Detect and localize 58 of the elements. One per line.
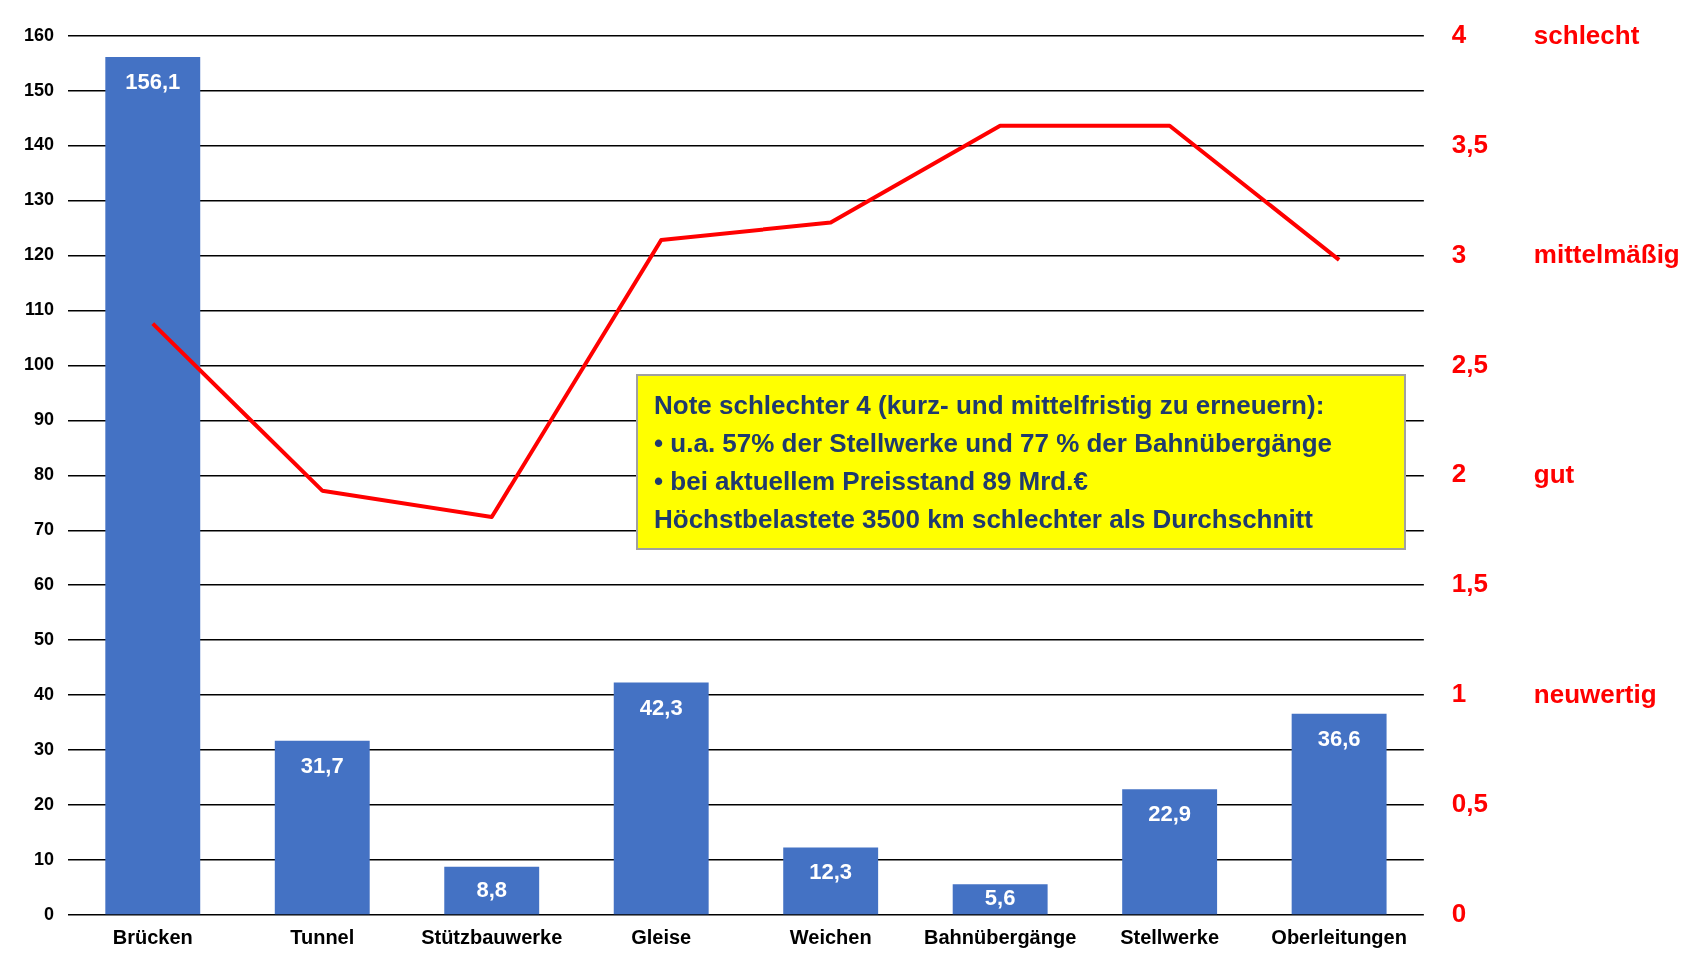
y-tick-label: 160	[23, 24, 55, 45]
y-tick-label: 80	[34, 464, 55, 485]
annotation: Höchstbelastete 3500 km schlechter als Durchschnitt	[654, 503, 1314, 536]
x-tick-label: Gleise	[631, 925, 692, 948]
y-tick-label: 140	[23, 134, 55, 155]
y2-tick-label: 2,5	[1451, 348, 1489, 379]
x-tick-label: Brücken	[112, 925, 193, 948]
data-label: 156,1	[125, 69, 181, 95]
text: schlecht	[1533, 19, 1640, 51]
text: gut	[1533, 459, 1575, 491]
y-tick-label: 70	[34, 519, 55, 540]
y2-tick-label: 0	[1451, 898, 1467, 929]
y2-tick-label: 1	[1451, 678, 1467, 709]
data-label: 22,9	[1148, 801, 1192, 827]
y-tick-label: 100	[23, 354, 55, 375]
y-tick-label: 0	[44, 903, 55, 924]
y2-tick-label: 4	[1451, 18, 1467, 49]
y-tick-label: 110	[24, 299, 55, 320]
x-tick-label: Bahnübergänge	[924, 925, 1077, 948]
y-tick-label: 50	[34, 629, 55, 650]
bar	[613, 682, 709, 915]
annotation: • bei aktuellem Preisstand 89 Mrd.€	[654, 465, 1089, 498]
data-label: 12,3	[809, 859, 853, 885]
bar	[274, 740, 370, 915]
y-tick-label: 120	[23, 244, 55, 265]
text: neuwertig	[1533, 679, 1657, 711]
x-tick-label: Weichen	[789, 925, 872, 948]
data-label: 31,7	[300, 752, 344, 778]
y2-tick-label: 3,5	[1451, 128, 1489, 159]
data-label: 8,8	[476, 876, 508, 902]
y2-tick-label: 0,5	[1451, 788, 1489, 819]
y-tick-label: 20	[34, 794, 55, 815]
bar	[952, 884, 1048, 915]
y-tick-label: 60	[34, 574, 55, 595]
bar	[783, 847, 879, 915]
x-tick-label: Tunnel	[290, 925, 355, 948]
bar	[1291, 713, 1387, 915]
y2-tick-label: 3	[1451, 238, 1467, 269]
y-tick-label: 90	[34, 409, 55, 430]
y2-tick-label: 1,5	[1451, 568, 1489, 599]
y-tick-label: 40	[34, 684, 55, 705]
data-label: 5,6	[984, 885, 1016, 911]
bar	[1122, 789, 1218, 915]
y-tick-label: 130	[23, 189, 55, 210]
bar	[444, 866, 540, 915]
bar	[105, 57, 201, 915]
y-tick-label: 10	[34, 849, 55, 870]
data-label: 42,3	[639, 694, 683, 720]
y-tick-label: 30	[34, 739, 55, 760]
text: mittelmäßig	[1533, 239, 1680, 271]
x-tick-label: Stützbauwerke	[421, 925, 563, 948]
y2-tick-label: 2	[1451, 458, 1467, 489]
x-tick-label: Stellwerke	[1120, 925, 1220, 948]
x-tick-label: Oberleitungen	[1271, 925, 1407, 948]
annotation: Note schlechter 4 (kurz- und mittelfristig zu erneuern):	[654, 389, 1326, 422]
data-label: 36,6	[1317, 725, 1361, 751]
annotation: • u.a. 57% der Stellwerke und 77 % der Bahnübergänge	[654, 427, 1334, 460]
y-tick-label: 150	[23, 79, 55, 100]
